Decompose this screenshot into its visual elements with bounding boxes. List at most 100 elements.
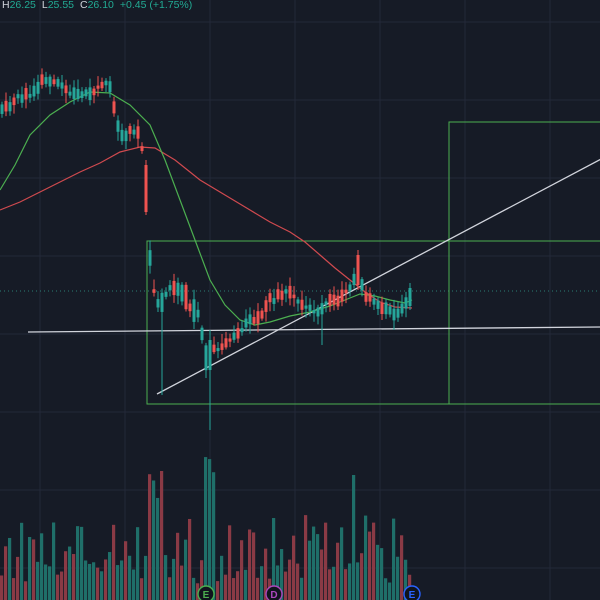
candle-body[interactable]	[240, 328, 244, 333]
candle-body[interactable]	[164, 291, 168, 297]
event-marker-badge[interactable]	[197, 585, 215, 600]
candle-body[interactable]	[64, 85, 68, 94]
candle-body[interactable]	[156, 299, 160, 308]
candles[interactable]	[0, 68, 412, 430]
candle-body[interactable]	[408, 288, 412, 306]
candle-body[interactable]	[396, 308, 400, 318]
rectangle-drawing-target[interactable]	[448, 121, 600, 405]
candle-body[interactable]	[320, 303, 324, 315]
event-marker-earnings[interactable]: E	[197, 585, 215, 600]
candle-body[interactable]	[180, 284, 184, 302]
candle-body[interactable]	[252, 317, 256, 324]
candle-body[interactable]	[68, 91, 72, 96]
candle-body[interactable]	[144, 165, 148, 212]
candle-body[interactable]	[100, 81, 104, 89]
candle-body[interactable]	[20, 94, 24, 103]
candle-body[interactable]	[152, 289, 156, 293]
candle-body[interactable]	[196, 309, 200, 318]
candle-body[interactable]	[340, 289, 344, 302]
candle-body[interactable]	[112, 101, 116, 114]
candle-body[interactable]	[220, 343, 224, 350]
candle-body[interactable]	[36, 81, 40, 94]
candle-body[interactable]	[76, 88, 80, 100]
event-marker-badge[interactable]	[403, 585, 421, 600]
candle-body[interactable]	[184, 284, 188, 310]
candle-body[interactable]	[72, 87, 76, 99]
event-marker-dividend[interactable]: D	[265, 585, 283, 600]
candle-body[interactable]	[120, 129, 124, 142]
candle-body[interactable]	[24, 88, 28, 100]
candle-body[interactable]	[28, 93, 32, 98]
candle-body[interactable]	[32, 85, 36, 97]
candle-body[interactable]	[348, 284, 352, 291]
candle-body[interactable]	[136, 126, 140, 139]
candle-body[interactable]	[176, 282, 180, 296]
candle-body[interactable]	[244, 318, 248, 328]
rectangle-drawing-range[interactable]	[146, 240, 450, 405]
candle-body[interactable]	[296, 299, 300, 304]
candle-body[interactable]	[80, 91, 84, 98]
candle-body[interactable]	[328, 294, 332, 306]
candle-body[interactable]	[300, 299, 304, 310]
candle-body[interactable]	[336, 295, 340, 307]
candle-body[interactable]	[284, 289, 288, 294]
candle-body[interactable]	[368, 293, 372, 302]
candle-body[interactable]	[48, 76, 52, 87]
candle-body[interactable]	[268, 293, 272, 303]
candle-body[interactable]	[16, 94, 20, 99]
candle-body[interactable]	[280, 290, 284, 300]
candle-body[interactable]	[404, 297, 408, 309]
candle-body[interactable]	[4, 100, 8, 112]
candle-body[interactable]	[60, 82, 64, 89]
horizontal-trendline-drawing[interactable]	[27, 326, 600, 333]
candle-body[interactable]	[228, 338, 232, 342]
candle-body[interactable]	[140, 146, 144, 152]
candle-body[interactable]	[364, 292, 368, 302]
trendline-drawing[interactable]	[156, 157, 600, 395]
candle-body[interactable]	[104, 80, 108, 86]
drawings[interactable]	[27, 121, 600, 405]
candle-body[interactable]	[200, 327, 204, 341]
candle-body[interactable]	[256, 311, 260, 324]
candle-body[interactable]	[124, 130, 128, 142]
candle-body[interactable]	[168, 285, 172, 291]
event-marker-earnings-upcoming[interactable]: E	[403, 585, 421, 600]
candle-body[interactable]	[212, 344, 216, 353]
candle-body[interactable]	[96, 85, 100, 89]
candle-body[interactable]	[52, 79, 56, 85]
candle-body[interactable]	[208, 340, 212, 370]
candle-body[interactable]	[116, 120, 120, 132]
candle-body[interactable]	[8, 102, 12, 112]
candle-body[interactable]	[324, 301, 328, 305]
candle-body[interactable]	[312, 310, 316, 314]
candle-body[interactable]	[272, 298, 276, 304]
candle-body[interactable]	[84, 89, 88, 97]
candle-body[interactable]	[216, 348, 220, 352]
candle-body[interactable]	[192, 299, 196, 322]
candle-body[interactable]	[224, 338, 228, 348]
candle-body[interactable]	[360, 279, 364, 291]
candle-body[interactable]	[308, 304, 312, 311]
candle-body[interactable]	[316, 307, 320, 317]
candle-body[interactable]	[0, 104, 4, 114]
candle-body[interactable]	[88, 87, 92, 101]
candle-body[interactable]	[40, 74, 44, 85]
candle-body[interactable]	[108, 81, 112, 93]
candle-body[interactable]	[380, 303, 384, 315]
candle-body[interactable]	[292, 294, 296, 299]
candle-body[interactable]	[148, 250, 152, 266]
candle-body[interactable]	[12, 97, 16, 106]
candle-body[interactable]	[56, 79, 60, 87]
candle-body[interactable]	[44, 77, 48, 84]
candle-body[interactable]	[264, 300, 268, 312]
candle-body[interactable]	[372, 298, 376, 305]
candle-body[interactable]	[332, 294, 336, 305]
candle-body[interactable]	[400, 303, 404, 314]
candle-body[interactable]	[128, 126, 132, 134]
candle-body[interactable]	[356, 255, 360, 285]
candle-body[interactable]	[384, 302, 388, 315]
candle-body[interactable]	[352, 273, 356, 286]
